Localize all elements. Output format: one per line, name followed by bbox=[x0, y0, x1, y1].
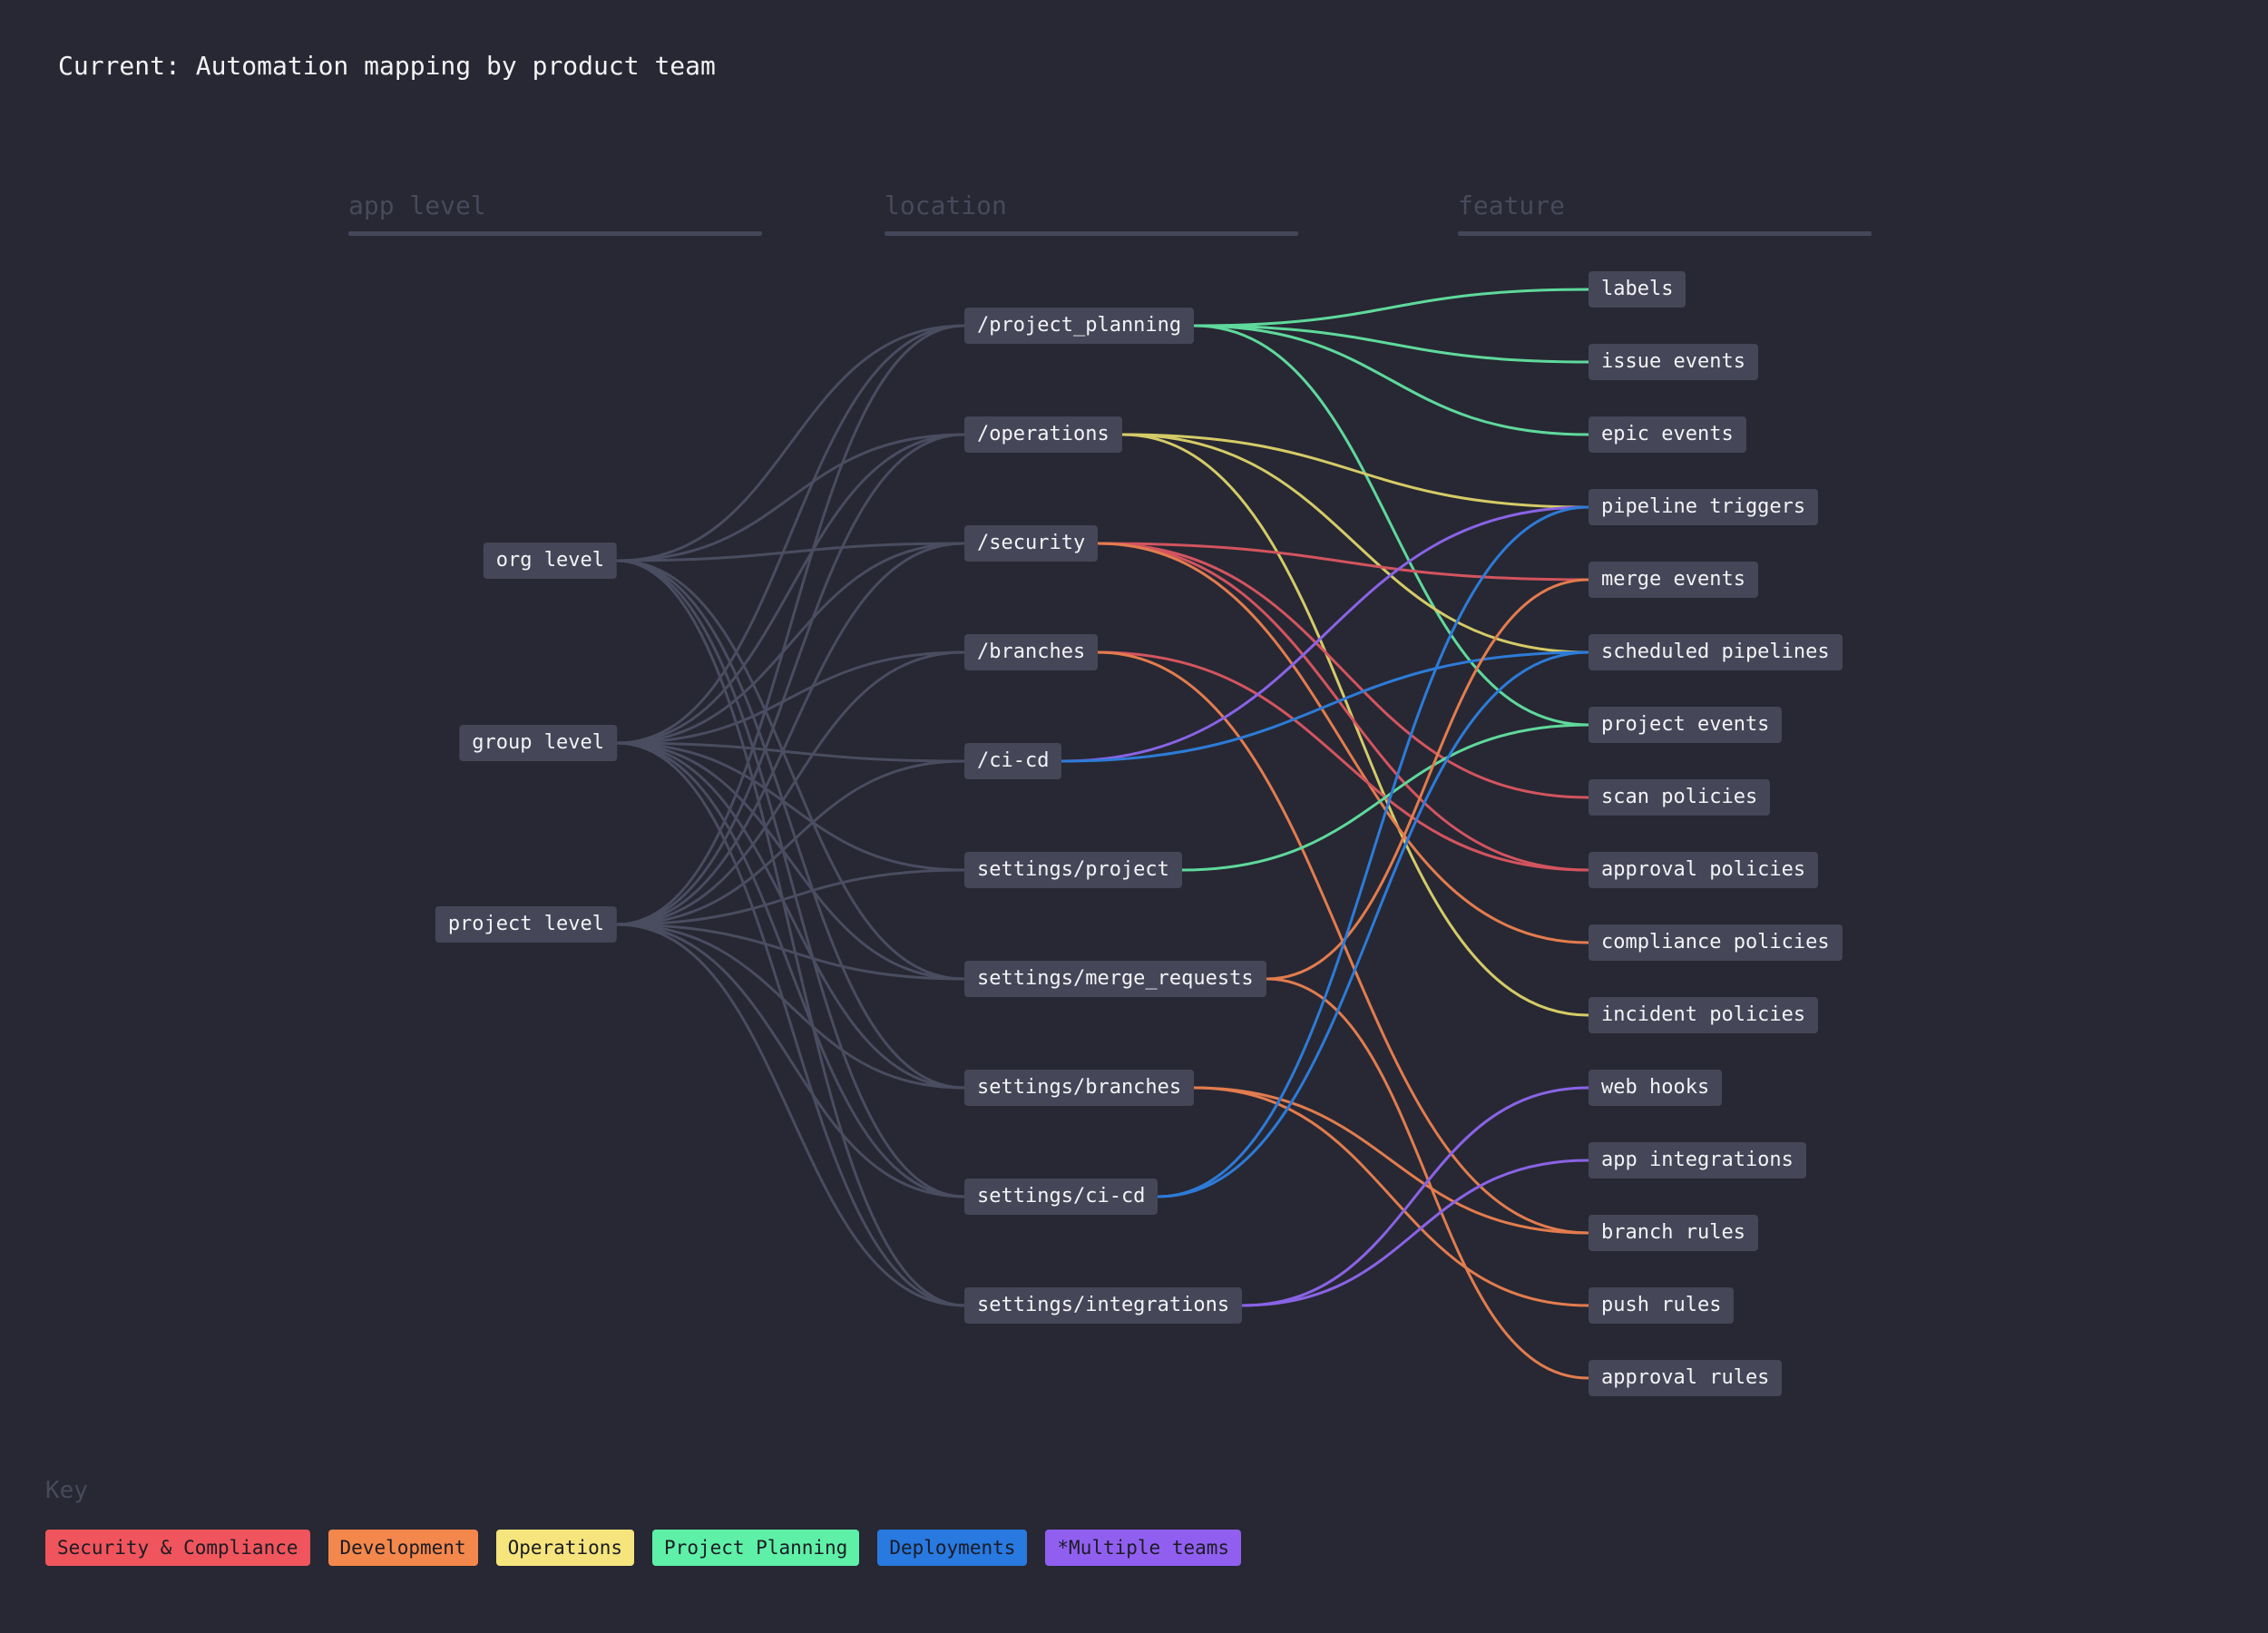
feature-node-pipeline-triggers[interactable]: pipeline triggers bbox=[1589, 489, 1819, 525]
link-group-to-ci-cd bbox=[615, 741, 966, 763]
link-settings-branches-to-push-rules bbox=[1192, 1086, 1590, 1307]
link-project-to-settings-project bbox=[615, 868, 966, 926]
legend-item-development: Development bbox=[327, 1530, 478, 1566]
legend-item-planning: Project Planning bbox=[652, 1530, 860, 1566]
feature-node-push-rules[interactable]: push rules bbox=[1589, 1287, 1735, 1324]
link-org-to-settings-merge-requests bbox=[615, 559, 966, 981]
column-header-feature: feature bbox=[1458, 191, 1872, 236]
feature-node-compliance-policies[interactable]: compliance policies bbox=[1589, 924, 1843, 961]
link-security-to-approval-policies bbox=[1096, 542, 1590, 872]
legend-item-multiple: *Multiple teams bbox=[1045, 1530, 1242, 1566]
column-header-feature-label: feature bbox=[1458, 191, 1566, 220]
link-org-to-project-planning bbox=[615, 324, 966, 562]
location-node-settings-project[interactable]: settings/project bbox=[964, 852, 1182, 888]
link-settings-project-to-project-events bbox=[1180, 723, 1590, 872]
link-org-to-security bbox=[615, 542, 966, 562]
location-node-ci-cd[interactable]: /ci-cd bbox=[964, 743, 1062, 779]
link-security-to-scan-policies bbox=[1096, 542, 1590, 799]
link-group-to-branches bbox=[615, 650, 966, 745]
link-project-to-project-planning bbox=[615, 324, 966, 926]
location-node-project-planning[interactable]: /project_planning bbox=[964, 308, 1195, 344]
link-settings-ci-cd-to-pipeline-triggers bbox=[1156, 505, 1590, 1198]
link-settings-integrations-to-app-integrations bbox=[1240, 1159, 1590, 1307]
link-settings-merge-requests-to-merge-events bbox=[1265, 578, 1590, 981]
legend: Security & Compliance Development Operatio… bbox=[45, 1530, 1242, 1566]
feature-node-app-integrations[interactable]: app integrations bbox=[1589, 1142, 1806, 1178]
location-node-settings-ci-cd[interactable]: settings/ci-cd bbox=[964, 1178, 1158, 1215]
link-project-planning-to-project-events bbox=[1192, 324, 1590, 727]
feature-node-web-hooks[interactable]: web hooks bbox=[1589, 1070, 1723, 1106]
key-label: Key bbox=[45, 1477, 88, 1504]
link-group-to-settings-ci-cd bbox=[615, 741, 966, 1198]
column-header-location: location bbox=[885, 191, 1298, 236]
location-node-branches[interactable]: /branches bbox=[964, 634, 1099, 670]
level-links-group bbox=[615, 324, 966, 1307]
feature-node-project-events[interactable]: project events bbox=[1589, 707, 1783, 743]
link-settings-merge-requests-to-approval-rules bbox=[1265, 977, 1590, 1380]
feature-node-branch-rules[interactable]: branch rules bbox=[1589, 1215, 1758, 1251]
feature-node-labels[interactable]: labels bbox=[1589, 271, 1686, 308]
link-project-planning-to-issue-events bbox=[1192, 324, 1590, 364]
feature-node-approval-rules[interactable]: approval rules bbox=[1589, 1360, 1783, 1396]
app-level-node-group[interactable]: group level bbox=[459, 725, 617, 761]
feature-node-merge-events[interactable]: merge events bbox=[1589, 562, 1758, 598]
legend-item-deployments: Deployments bbox=[877, 1530, 1028, 1566]
app-level-node-org[interactable]: org level bbox=[483, 543, 617, 579]
link-project-to-settings-integrations bbox=[615, 923, 966, 1307]
feature-node-approval-policies[interactable]: approval policies bbox=[1589, 852, 1819, 888]
link-ci-cd-to-scheduled-pipelines bbox=[1060, 650, 1590, 763]
feature-node-issue-events[interactable]: issue events bbox=[1589, 344, 1758, 380]
location-node-operations[interactable]: /operations bbox=[964, 416, 1122, 453]
column-header-app-level-rule bbox=[348, 231, 762, 236]
legend-item-operations: Operations bbox=[495, 1530, 635, 1566]
link-branches-to-approval-policies bbox=[1096, 650, 1590, 872]
link-project-planning-to-labels bbox=[1192, 288, 1590, 328]
link-project-to-operations bbox=[615, 433, 966, 926]
link-group-to-settings-branches bbox=[615, 741, 966, 1090]
link-settings-ci-cd-to-scheduled-pipelines bbox=[1156, 650, 1590, 1198]
link-security-to-merge-events bbox=[1096, 542, 1590, 582]
location-node-settings-branches[interactable]: settings/branches bbox=[964, 1070, 1195, 1106]
column-header-location-rule bbox=[885, 231, 1298, 236]
link-org-to-settings-branches bbox=[615, 559, 966, 1090]
feature-node-incident-policies[interactable]: incident policies bbox=[1589, 997, 1819, 1033]
link-project-planning-to-epic-events bbox=[1192, 324, 1590, 436]
link-group-to-operations bbox=[615, 433, 966, 745]
feature-node-epic-events[interactable]: epic events bbox=[1589, 416, 1746, 453]
column-header-app-level-label: app level bbox=[348, 191, 486, 220]
location-node-settings-integrations[interactable]: settings/integrations bbox=[964, 1287, 1243, 1324]
link-operations-to-scheduled-pipelines bbox=[1120, 433, 1590, 654]
page-title: Current: Automation mapping by product t… bbox=[58, 51, 716, 81]
link-operations-to-pipeline-triggers bbox=[1120, 433, 1590, 509]
link-settings-branches-to-branch-rules bbox=[1192, 1086, 1590, 1235]
link-project-to-branches bbox=[615, 650, 966, 926]
link-group-to-project-planning bbox=[615, 324, 966, 745]
column-header-feature-rule bbox=[1458, 231, 1872, 236]
link-project-to-security bbox=[615, 542, 966, 926]
feature-node-scheduled-pipelines[interactable]: scheduled pipelines bbox=[1589, 634, 1843, 670]
link-group-to-security bbox=[615, 542, 966, 745]
column-header-app-level: app level bbox=[348, 191, 762, 236]
link-org-to-settings-ci-cd bbox=[615, 559, 966, 1198]
feature-links-group bbox=[1060, 288, 1590, 1380]
link-project-to-ci-cd bbox=[615, 759, 966, 926]
location-node-settings-merge-requests[interactable]: settings/merge_requests bbox=[964, 961, 1266, 997]
link-group-to-settings-merge-requests bbox=[615, 741, 966, 981]
link-group-to-settings-integrations bbox=[615, 741, 966, 1307]
link-project-to-settings-ci-cd bbox=[615, 923, 966, 1198]
link-project-to-settings-merge-requests bbox=[615, 923, 966, 981]
app-level-node-project[interactable]: project level bbox=[435, 906, 617, 943]
location-node-security[interactable]: /security bbox=[964, 525, 1099, 562]
legend-item-security: Security & Compliance bbox=[45, 1530, 310, 1566]
link-org-to-settings-integrations bbox=[615, 559, 966, 1307]
link-settings-integrations-to-web-hooks bbox=[1240, 1086, 1590, 1307]
link-org-to-operations bbox=[615, 433, 966, 562]
link-ci-cd-to-pipeline-triggers bbox=[1060, 505, 1590, 763]
link-project-to-settings-branches bbox=[615, 923, 966, 1090]
feature-node-scan-policies[interactable]: scan policies bbox=[1589, 779, 1771, 816]
link-security-to-compliance-policies bbox=[1096, 542, 1590, 944]
column-header-location-label: location bbox=[885, 191, 1007, 220]
link-group-to-settings-project bbox=[615, 741, 966, 872]
